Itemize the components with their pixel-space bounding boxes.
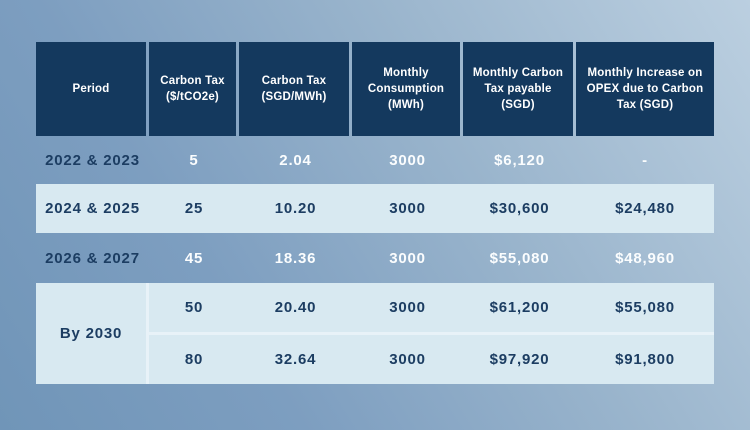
value-cell: $30,600	[489, 200, 550, 217]
value-cell: $48,960	[615, 249, 675, 267]
value-cell: 3000	[389, 200, 426, 217]
value-cell: 18.36	[274, 249, 317, 267]
value-cell: -	[642, 151, 648, 169]
row-divider	[149, 332, 714, 335]
header-cell-period: Period	[36, 42, 149, 136]
table-row-2024-2025: 2024 & 2025 25 10.20 3000 $30,600 $24,48…	[36, 184, 714, 233]
value-cell: 80	[184, 351, 204, 368]
value-cell: 3000	[389, 249, 426, 267]
value-cell: 5	[189, 151, 199, 169]
table-row-2026-2027: 2026 & 2027 45 18.36 3000 $55,080 $48,96…	[36, 233, 714, 283]
period-cell: 2026 & 2027	[45, 249, 140, 267]
value-cell: $55,080	[489, 249, 550, 267]
value-cell: $24,480	[615, 200, 675, 217]
value-cell: 20.40	[274, 299, 317, 316]
value-cell: 3000	[389, 351, 426, 368]
value-cell: 3000	[389, 151, 426, 169]
table-header-row: Period Carbon Tax ($/tCO2e) Carbon Tax (…	[36, 42, 714, 136]
value-cell: 3000	[389, 299, 426, 316]
header-cell-carbon-tax-sgd-mwh: Carbon Tax (SGD/MWh)	[239, 42, 352, 136]
period-cell: 2022 & 2023	[45, 151, 140, 169]
table-row-by-2030-a: 50 20.40 3000 $61,200 $55,080	[149, 283, 714, 332]
header-cell-monthly-carbon-tax-payable: Monthly Carbon Tax payable (SGD)	[463, 42, 576, 136]
by-2030-values: 50 20.40 3000 $61,200 $55,080 80 32.64 3…	[149, 283, 714, 384]
value-cell: 2.04	[279, 151, 312, 169]
table-row-2022-2023: 2022 & 2023 5 2.04 3000 $6,120 -	[36, 136, 714, 184]
value-cell: $91,800	[615, 351, 675, 368]
value-cell: 45	[184, 249, 204, 267]
header-cell-monthly-opex-increase: Monthly Increase on OPEX due to Carbon T…	[576, 42, 714, 136]
header-cell-carbon-tax-tco2e: Carbon Tax ($/tCO2e)	[149, 42, 239, 136]
period-cell-by-2030: By 2030	[36, 283, 149, 384]
value-cell: 10.20	[274, 200, 317, 217]
value-cell: 50	[184, 299, 204, 316]
header-cell-monthly-consumption: Monthly Consumption (MWh)	[352, 42, 463, 136]
period-cell: 2024 & 2025	[45, 200, 140, 217]
table-row-by-2030-b: 80 32.64 3000 $97,920 $91,800	[149, 335, 714, 384]
value-cell: $97,920	[489, 351, 550, 368]
value-cell: 32.64	[274, 351, 317, 368]
value-cell: 25	[184, 200, 204, 217]
value-cell: $6,120	[494, 151, 545, 169]
carbon-tax-table: Period Carbon Tax ($/tCO2e) Carbon Tax (…	[36, 42, 714, 384]
value-cell: $61,200	[489, 299, 550, 316]
value-cell: $55,080	[615, 299, 675, 316]
table-rowgroup-by-2030: By 2030 50 20.40 3000 $61,200 $55,080 80…	[36, 283, 714, 384]
